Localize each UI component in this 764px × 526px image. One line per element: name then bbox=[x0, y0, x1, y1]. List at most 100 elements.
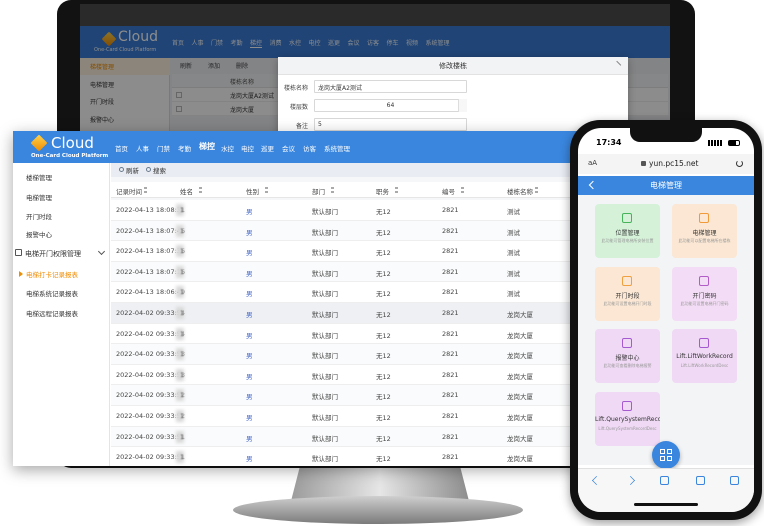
table-cell: 2022-04-02 09:33:52 bbox=[116, 391, 186, 400]
blurred-name bbox=[176, 410, 184, 422]
table-cell: 男 bbox=[246, 372, 253, 381]
nav-item: 门禁 bbox=[157, 145, 170, 153]
table-cell: 无12 bbox=[376, 331, 391, 340]
tile-title: 报警中心 bbox=[615, 355, 640, 362]
blurred-name bbox=[176, 245, 184, 258]
table-cell: 无12 bbox=[376, 352, 391, 361]
tile-desc: Lift.QuerySystemRecordDesc bbox=[598, 425, 657, 431]
sort-icon bbox=[265, 187, 268, 193]
table-cell: 1 bbox=[180, 226, 185, 235]
toolbar-button: 刷新 bbox=[126, 167, 139, 175]
nav-item: 访客 bbox=[303, 145, 316, 153]
sort-icon bbox=[144, 187, 147, 193]
field-label: 楼层数 bbox=[289, 104, 308, 111]
table-cell: 测试 bbox=[507, 290, 520, 299]
column-header: 部门 bbox=[312, 188, 325, 196]
column-header: 编号 bbox=[442, 188, 455, 196]
nav-item: 电控 bbox=[241, 145, 254, 153]
nav-item: 访客 bbox=[367, 40, 380, 47]
nav-item: 会议 bbox=[347, 40, 360, 47]
sidebar-item: 梯楼管理 bbox=[80, 58, 170, 75]
fab-icon bbox=[667, 456, 672, 461]
sidebar-item: 电梯开门权限管理 bbox=[25, 250, 81, 258]
table-cell: 默认部门 bbox=[312, 269, 338, 278]
url: yun.pc15.net bbox=[649, 159, 699, 168]
table-cell: 龙岗大厦 bbox=[507, 434, 533, 443]
column-header: 记录时间 bbox=[116, 188, 142, 196]
logo-subtitle: One-Card Cloud Platform bbox=[31, 153, 109, 159]
table-cell: 男 bbox=[246, 269, 253, 278]
table-cell: 1 bbox=[180, 350, 185, 359]
fab-button[interactable] bbox=[652, 441, 680, 469]
table-cell: 默认部门 bbox=[312, 228, 338, 237]
signal bbox=[708, 140, 722, 146]
table-cell: 2821 bbox=[442, 432, 459, 441]
text-size-button: aA bbox=[588, 159, 598, 167]
table-header-row bbox=[111, 182, 585, 198]
field-input bbox=[314, 80, 467, 93]
table-cell: 1 bbox=[180, 412, 185, 420]
table-cell: 默认部门 bbox=[312, 372, 338, 381]
tile[interactable]: 开门密码 此功能可设置电梯开门密码 bbox=[672, 266, 737, 321]
tile-desc: Lift.LiftWorkRecordDesc bbox=[680, 363, 729, 368]
table-cell: 龙岗大厦 bbox=[230, 107, 255, 114]
tile[interactable]: 开门时段 此功能可设置电梯开门时段 bbox=[595, 266, 660, 321]
table-cell: 2022-04-13 18:08:31 bbox=[116, 206, 186, 214]
nav-item: 视频 bbox=[406, 40, 419, 47]
tile[interactable]: Lift.QuerySystemRecord Lift.QuerySystemRe… bbox=[595, 391, 660, 446]
table-cell: 无12 bbox=[376, 228, 391, 237]
nav-item: 首页 bbox=[172, 40, 185, 47]
toolbar-icon[interactable] bbox=[696, 476, 705, 485]
table-cell: 男 bbox=[246, 290, 253, 299]
sidebar-item: 报警中心 bbox=[26, 231, 52, 239]
nav-item: 会议 bbox=[282, 145, 295, 153]
toolbar-icon[interactable] bbox=[730, 476, 739, 485]
table-cell: 1 bbox=[180, 432, 185, 441]
table-cell: 1 bbox=[180, 206, 185, 214]
checkbox bbox=[176, 92, 182, 98]
table-cell: 2022-04-13 18:07:36 bbox=[116, 247, 186, 256]
sort-icon bbox=[395, 187, 398, 193]
toolbar-icon[interactable] bbox=[660, 476, 669, 485]
table-cell: 默认部门 bbox=[312, 414, 338, 422]
table-cell: 1 bbox=[180, 267, 185, 276]
tile[interactable]: Lift.LiftWorkRecord Lift.LiftWorkRecordDe… bbox=[672, 329, 737, 383]
tile[interactable]: 报警中心 此功能可查看删除电梯报警 bbox=[595, 329, 660, 383]
column-header: 楼栋名称 bbox=[507, 188, 533, 196]
table-cell: 测试 bbox=[507, 228, 520, 237]
table-cell: 龙岗大厦A2测试 bbox=[230, 93, 274, 100]
sidebar-item: 开门时段 bbox=[90, 99, 115, 106]
column-header: 职务 bbox=[376, 188, 389, 196]
tile-title: 电梯管理 bbox=[692, 230, 717, 237]
sort-icon bbox=[461, 187, 464, 193]
toolbar-icon bbox=[146, 167, 151, 172]
table-cell: 无12 bbox=[376, 455, 391, 464]
nav-item: 梯控 bbox=[250, 40, 263, 48]
table-cell: 2821 bbox=[442, 288, 459, 297]
table-cell: 2022-04-02 09:33:54 bbox=[116, 309, 186, 317]
table-cell: 龙岗大厦 bbox=[507, 331, 533, 340]
toolbar-button: 添加 bbox=[208, 63, 221, 70]
table-cell: 1 bbox=[180, 288, 185, 297]
blurred-name bbox=[176, 265, 184, 278]
table-cell: 测试 bbox=[507, 269, 520, 278]
table-cell: 2022-04-02 09:33:53 bbox=[116, 370, 186, 379]
tile-desc: 此功能可设置电梯开门密码 bbox=[680, 300, 729, 306]
tile[interactable]: 位置管理 此功能可管理电梯所安装位置 bbox=[595, 204, 660, 258]
table-cell: 2821 bbox=[442, 350, 459, 359]
fab-icon bbox=[667, 449, 672, 454]
tile-desc: 此功能可以配置电梯所在楼栋 bbox=[678, 238, 731, 243]
table-cell: 2821 bbox=[442, 247, 459, 256]
table-cell: 2022-04-13 18:06:49 bbox=[116, 288, 186, 297]
table-cell: 默认部门 bbox=[312, 290, 338, 299]
sidebar-item: 报警中心 bbox=[90, 116, 115, 124]
tile-icon bbox=[699, 213, 709, 223]
app-title: 电梯管理 bbox=[650, 181, 682, 190]
table-cell: 无12 bbox=[376, 249, 391, 258]
sidebar-item: 电梯远程记录报表 bbox=[26, 310, 78, 318]
table-cell: 龙岗大厦 bbox=[507, 372, 533, 381]
table-cell: 男 bbox=[246, 455, 253, 464]
tile-title: 位置管理 bbox=[615, 230, 640, 237]
tile[interactable]: 电梯管理 此功能可以配置电梯所在楼栋 bbox=[672, 204, 737, 258]
logo: Cloud bbox=[118, 29, 158, 45]
